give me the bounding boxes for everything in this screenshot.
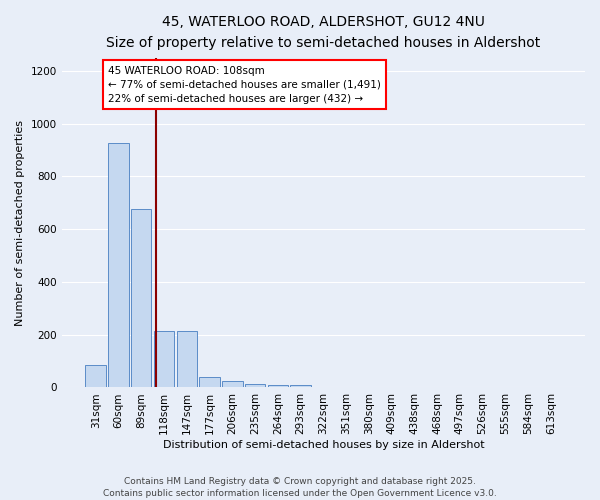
Bar [176,330,197,388]
Bar [131,210,151,388]
Bar [268,385,288,388]
Bar [85,365,106,388]
Text: 45 WATERLOO ROAD: 108sqm
← 77% of semi-detached houses are smaller (1,491)
22% o: 45 WATERLOO ROAD: 108sqm ← 77% of semi-d… [108,66,381,104]
Title: 45, WATERLOO ROAD, ALDERSHOT, GU12 4NU
Size of property relative to semi-detache: 45, WATERLOO ROAD, ALDERSHOT, GU12 4NU S… [106,15,541,50]
Bar [108,144,129,388]
Bar [290,385,311,388]
X-axis label: Distribution of semi-detached houses by size in Aldershot: Distribution of semi-detached houses by … [163,440,484,450]
Bar [154,330,174,388]
Bar [245,384,265,388]
Text: Contains HM Land Registry data © Crown copyright and database right 2025.
Contai: Contains HM Land Registry data © Crown c… [103,476,497,498]
Y-axis label: Number of semi-detached properties: Number of semi-detached properties [15,120,25,326]
Bar [199,377,220,388]
Bar [222,381,242,388]
